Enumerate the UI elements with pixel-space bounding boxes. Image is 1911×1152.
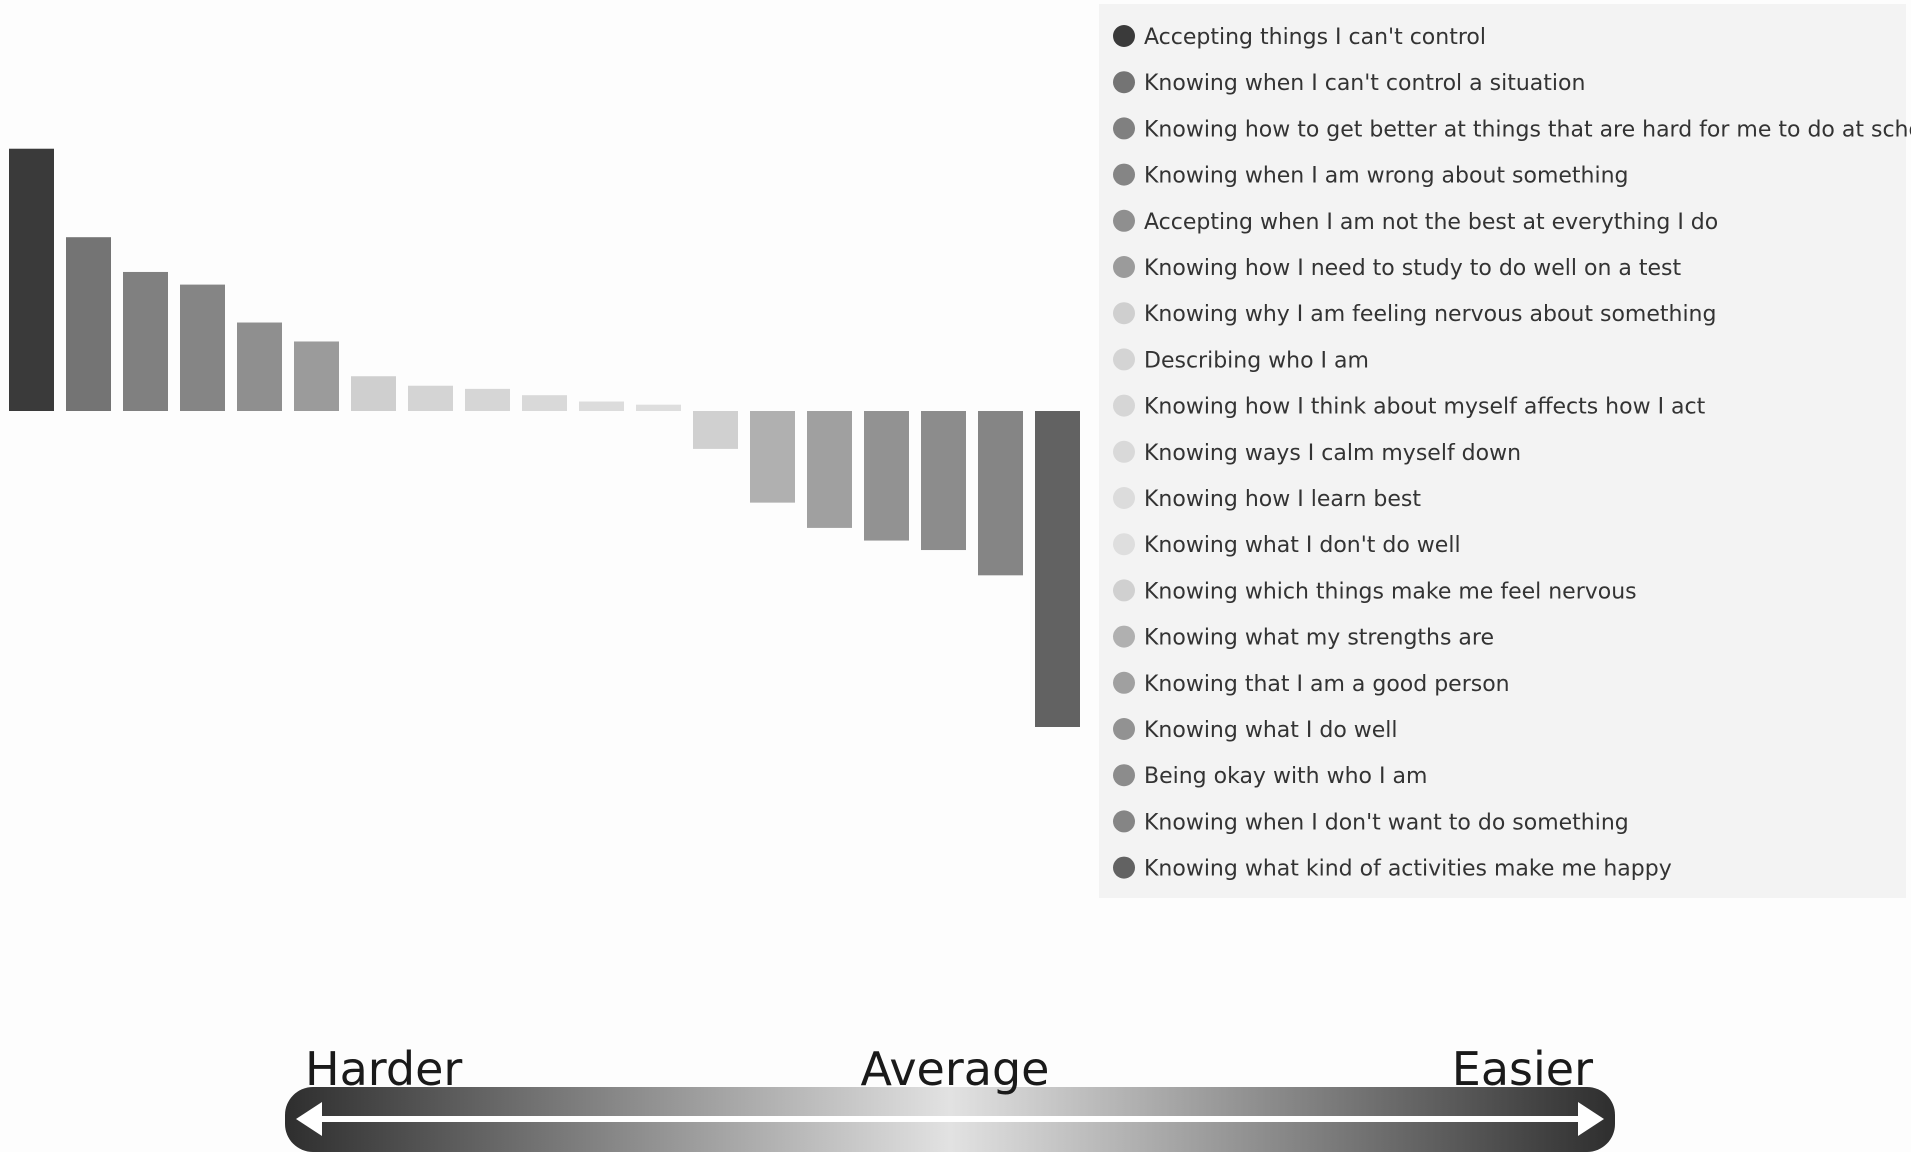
legend-marker-17 [1113, 764, 1135, 787]
bar-5 [237, 322, 282, 411]
legend-marker-4 [1113, 163, 1135, 186]
legend-marker-2 [1113, 71, 1135, 94]
scale-label-harder: Harder [305, 1042, 462, 1096]
legend-label-19: Knowing what kind of activities make me … [1144, 857, 1672, 882]
legend: Accepting things I can't control Knowing … [1099, 4, 1911, 898]
scale-label-average: Average [861, 1042, 1050, 1096]
legend-marker-1 [1113, 25, 1135, 47]
legend-label-16: Knowing what I do well [1144, 718, 1398, 743]
legend-marker-19 [1113, 856, 1135, 879]
legend-marker-16 [1113, 718, 1135, 740]
legend-marker-3 [1113, 117, 1135, 140]
scale-arrow-right-head [1578, 1102, 1604, 1136]
bar-7 [351, 376, 396, 411]
legend-marker-9 [1113, 394, 1135, 417]
bar-12 [636, 404, 681, 411]
legend-label-10: Knowing ways I calm myself down [1144, 441, 1521, 466]
difficulty-scale: Harder Average Easier [285, 1042, 1615, 1152]
bar-10 [522, 395, 567, 411]
legend-marker-5 [1113, 209, 1135, 232]
legend-label-4: Knowing when I am wrong about something [1144, 164, 1629, 189]
legend-marker-10 [1113, 440, 1135, 463]
bar-13 [693, 411, 738, 449]
legend-label-17: Being okay with who I am [1144, 764, 1427, 789]
bar-17 [921, 411, 966, 551]
bar-9 [465, 388, 510, 411]
legend-marker-6 [1113, 256, 1135, 278]
legend-label-1: Accepting things I can't control [1144, 25, 1486, 50]
bar-11 [579, 401, 624, 411]
legend-marker-12 [1113, 533, 1135, 556]
bar-8 [408, 385, 453, 411]
scale-label-easier: Easier [1452, 1042, 1593, 1096]
legend-label-14: Knowing what my strengths are [1144, 626, 1494, 651]
legend-marker-8 [1113, 348, 1135, 371]
legend-label-15: Knowing that I am a good person [1144, 672, 1510, 697]
legend-marker-7 [1113, 302, 1135, 325]
legend-marker-14 [1113, 625, 1135, 648]
legend-label-9: Knowing how I think about myself affects… [1144, 395, 1706, 420]
bar-14 [750, 411, 795, 503]
legend-marker-15 [1113, 671, 1135, 694]
legend-marker-18 [1113, 810, 1135, 833]
legend-label-7: Knowing why I am feeling nervous about s… [1144, 302, 1716, 327]
bars [9, 148, 1080, 727]
legend-label-18: Knowing when I don't want to do somethin… [1144, 810, 1629, 835]
bar-16 [864, 411, 909, 541]
bar-18 [978, 411, 1023, 576]
legend-label-2: Knowing when I can't control a situation [1144, 71, 1585, 96]
bar-15 [807, 411, 852, 528]
legend-background [1099, 4, 1906, 898]
legend-marker-13 [1113, 579, 1135, 602]
legend-label-8: Describing who I am [1144, 348, 1369, 373]
bar-1 [9, 148, 54, 411]
legend-label-5: Accepting when I am not the best at ever… [1144, 210, 1718, 235]
legend-label-6: Knowing how I need to study to do well o… [1144, 256, 1682, 281]
bar-6 [294, 341, 339, 411]
legend-label-3: Knowing how to get better at things that… [1144, 117, 1911, 142]
bar-3 [123, 271, 168, 411]
legend-label-13: Knowing which things make me feel nervou… [1144, 579, 1637, 604]
bar-4 [180, 284, 225, 411]
bar-2 [66, 237, 111, 411]
legend-label-11: Knowing how I learn best [1144, 487, 1421, 512]
legend-marker-11 [1113, 487, 1135, 509]
scale-arrow-left-head [296, 1102, 322, 1136]
legend-label-12: Knowing what I don't do well [1144, 533, 1461, 558]
bar-19 [1035, 411, 1080, 727]
